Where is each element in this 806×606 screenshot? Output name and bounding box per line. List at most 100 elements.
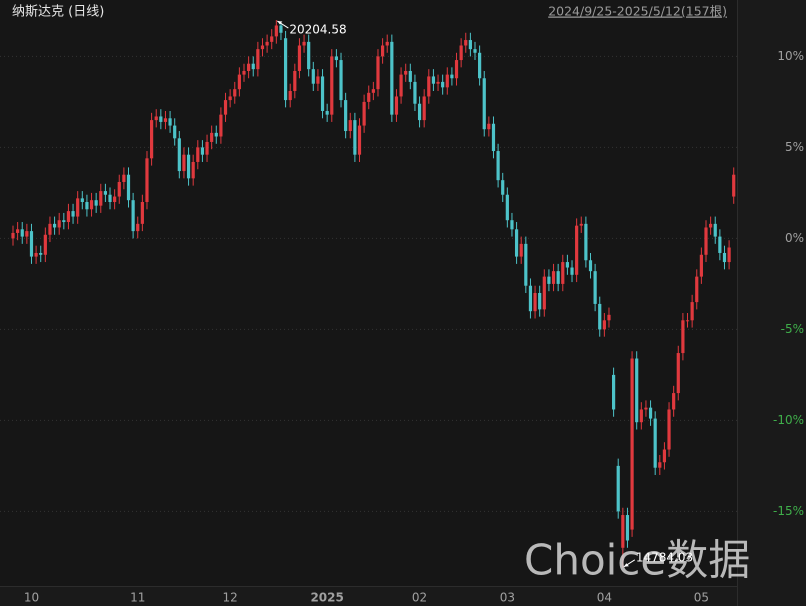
candle-body	[639, 409, 643, 423]
candle-body	[200, 147, 205, 155]
candle-body	[357, 125, 362, 155]
candle-body	[722, 252, 727, 263]
candle-body	[126, 174, 131, 201]
candle-body	[681, 320, 685, 354]
x-tick-label: 05	[694, 591, 709, 605]
candle-body	[89, 200, 94, 210]
candle-body	[182, 154, 186, 172]
candle-body	[39, 252, 43, 255]
y-tick-label: -15%	[773, 504, 804, 518]
candle-body	[362, 101, 366, 126]
annotation: 14784.03	[636, 550, 693, 564]
x-tick-label: 10	[24, 591, 39, 605]
x-axis-panel	[0, 587, 738, 606]
candle-body	[718, 236, 722, 253]
candle-body	[699, 254, 703, 277]
candle-body	[251, 63, 255, 70]
candle-body	[274, 25, 278, 37]
candle-body	[598, 303, 602, 330]
candle-body	[390, 41, 394, 115]
candle-body	[713, 223, 717, 237]
candle-body	[602, 320, 606, 330]
candle-body	[57, 220, 61, 228]
x-tick-label: 12	[222, 591, 237, 605]
candle-body	[630, 358, 634, 530]
candle-body	[279, 25, 283, 33]
candle-body	[445, 74, 449, 88]
candle-body	[556, 271, 560, 284]
candle-body	[496, 151, 500, 181]
candle-body	[704, 227, 708, 255]
candle-body	[533, 293, 537, 312]
candle-body	[487, 123, 491, 130]
candle-body	[339, 60, 343, 101]
candle-body	[662, 449, 667, 463]
candle-body	[154, 116, 158, 121]
candle-body	[404, 70, 408, 75]
candle-body	[242, 70, 246, 75]
candle-body	[145, 158, 149, 203]
candle-body	[34, 252, 38, 257]
plot-layer	[0, 20, 737, 568]
candle-body	[685, 320, 690, 322]
candle-body	[579, 223, 583, 226]
candle-body	[237, 74, 241, 90]
candle-body	[288, 90, 292, 101]
candle-body	[491, 123, 496, 152]
axis-panel	[738, 0, 806, 606]
candle-body	[381, 45, 385, 57]
candle-body	[436, 81, 440, 84]
candle-body	[510, 220, 514, 230]
candle-body	[20, 229, 24, 237]
candle-body	[367, 92, 371, 102]
candle-body	[478, 52, 482, 79]
annotation-arrowhead	[277, 21, 283, 25]
candle-body	[76, 198, 80, 217]
candle-body	[302, 41, 306, 46]
y-tick-label: 10%	[777, 49, 804, 63]
y-tick-label: -10%	[773, 413, 804, 427]
candle-body	[408, 70, 412, 82]
candle-body	[71, 211, 75, 217]
candle-body	[320, 76, 325, 112]
candle-body	[653, 418, 657, 468]
chart-title: 纳斯达克 (日线)	[12, 5, 104, 20]
candle-body	[385, 41, 389, 46]
candle-body	[334, 56, 338, 61]
candle-body	[283, 38, 288, 101]
candle-body	[464, 40, 468, 46]
candle-body	[570, 267, 574, 275]
candle-body	[348, 120, 352, 132]
candle-body	[85, 202, 89, 210]
candle-body	[519, 243, 523, 257]
candle-body	[672, 393, 676, 410]
candle-body	[131, 200, 135, 232]
candle-body	[163, 118, 168, 122]
candle-body	[117, 181, 121, 197]
candle-body	[422, 96, 426, 121]
candle-body	[122, 174, 126, 182]
candle-body	[413, 81, 417, 104]
candle-body	[136, 223, 140, 232]
candle-body	[99, 191, 103, 206]
candle-body	[427, 76, 431, 97]
candle-body	[43, 234, 47, 255]
candle-body	[399, 74, 403, 97]
date-range[interactable]: 2024/9/25-2025/5/12(157根)	[548, 4, 727, 19]
candle-body	[473, 49, 477, 53]
candle-body	[293, 70, 297, 91]
candle-body	[214, 132, 218, 137]
candle-body	[468, 40, 472, 50]
candle-body	[625, 515, 630, 541]
candle-body	[177, 138, 181, 172]
candle-body	[482, 78, 486, 130]
candle-body	[353, 120, 357, 155]
candle-body	[52, 223, 57, 228]
candle-body	[459, 45, 463, 61]
candle-body	[648, 407, 653, 419]
candle-body	[575, 225, 579, 275]
candle-body	[48, 223, 52, 235]
y-tick-label: -5%	[781, 322, 804, 336]
